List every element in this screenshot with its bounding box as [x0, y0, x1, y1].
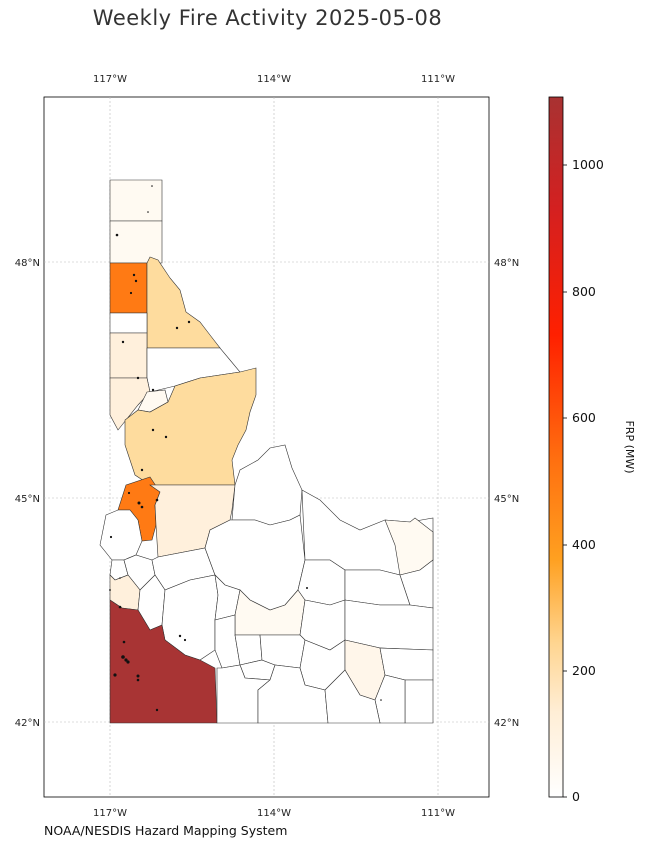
county-nezperce	[109, 377, 151, 431]
county-bonner	[109, 220, 163, 264]
county-washington	[99, 509, 143, 561]
colorbar-tick-label: 800	[572, 284, 596, 299]
colorbar-tick-label: 600	[572, 410, 596, 425]
county-butte	[297, 559, 346, 606]
lat-label-left: 45°N	[15, 494, 40, 505]
colorbar-tick-label: 1000	[572, 157, 604, 172]
lon-label-top: 114°W	[257, 74, 291, 85]
county-bonneville	[344, 599, 434, 651]
lat-label-left: 48°N	[15, 258, 40, 269]
lon-label-bottom: 114°W	[257, 808, 291, 819]
county-kootenai	[109, 262, 148, 314]
lat-label-right: 45°N	[494, 494, 519, 505]
colorbar-tick-label: 200	[572, 663, 596, 678]
map-title: Weekly Fire Activity 2025-05-08	[92, 6, 443, 30]
lat-label-left: 42°N	[15, 718, 40, 729]
county-owyhee	[109, 599, 218, 724]
lon-label-bottom: 117°W	[93, 808, 127, 819]
county-layer	[99, 179, 434, 724]
county-bearlake	[404, 679, 434, 724]
colorbar	[548, 96, 564, 798]
fire-detections	[109, 185, 382, 712]
colorbar-tick-label: 0	[572, 789, 580, 804]
county-latah	[109, 332, 148, 379]
colorbar-tick-label: 400	[572, 537, 596, 552]
county-cassia	[257, 664, 329, 724]
county-oneida	[324, 669, 381, 724]
data-credit: NOAA/NESDIS Hazard Mapping System	[44, 823, 288, 838]
lon-label-top: 117°W	[93, 74, 127, 85]
lat-label-right: 42°N	[494, 718, 519, 729]
county-benewah	[109, 312, 148, 334]
county-caribou	[379, 647, 434, 681]
colorbar-label: FRP (MW)	[623, 420, 636, 473]
lon-label-top: 111°W	[421, 74, 455, 85]
lon-label-bottom: 111°W	[421, 808, 455, 819]
county-lincoln	[234, 634, 263, 666]
colorbar-ticks	[563, 164, 567, 798]
lat-label-right: 48°N	[494, 258, 519, 269]
county-boundary	[109, 179, 163, 222]
county-madison	[399, 559, 434, 609]
